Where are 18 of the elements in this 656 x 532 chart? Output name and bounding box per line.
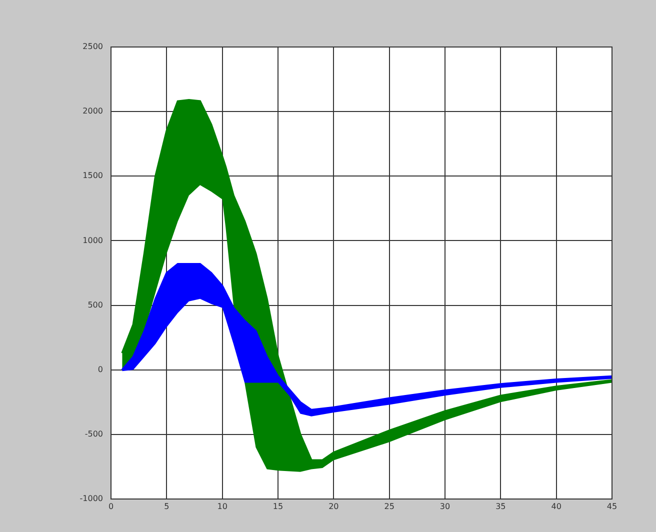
y-tick-label: 2500	[82, 42, 103, 52]
x-tick-label: 25	[384, 502, 394, 511]
y-tick-label: 1500	[82, 171, 103, 180]
y-tick-label: 2000	[82, 106, 103, 116]
x-tick-label: 10	[217, 502, 228, 511]
x-tick-label: 30	[440, 502, 450, 511]
x-tick-label: 35	[496, 502, 506, 511]
x-tick-label: 15	[272, 502, 284, 511]
x-tick-label: 5	[164, 502, 170, 511]
x-tick-label: 20	[328, 502, 339, 511]
x-tick-label: 45	[606, 502, 618, 511]
y-tick-label: 1000	[82, 236, 103, 245]
y-tick-label: 500	[88, 300, 103, 310]
x-tick-label: 40	[551, 502, 562, 511]
y-tick-label: -500	[84, 430, 103, 439]
y-tick-label: 0	[98, 364, 103, 374]
y-tick-label: -1000	[80, 494, 103, 504]
x-tick-label: 0	[108, 502, 114, 511]
